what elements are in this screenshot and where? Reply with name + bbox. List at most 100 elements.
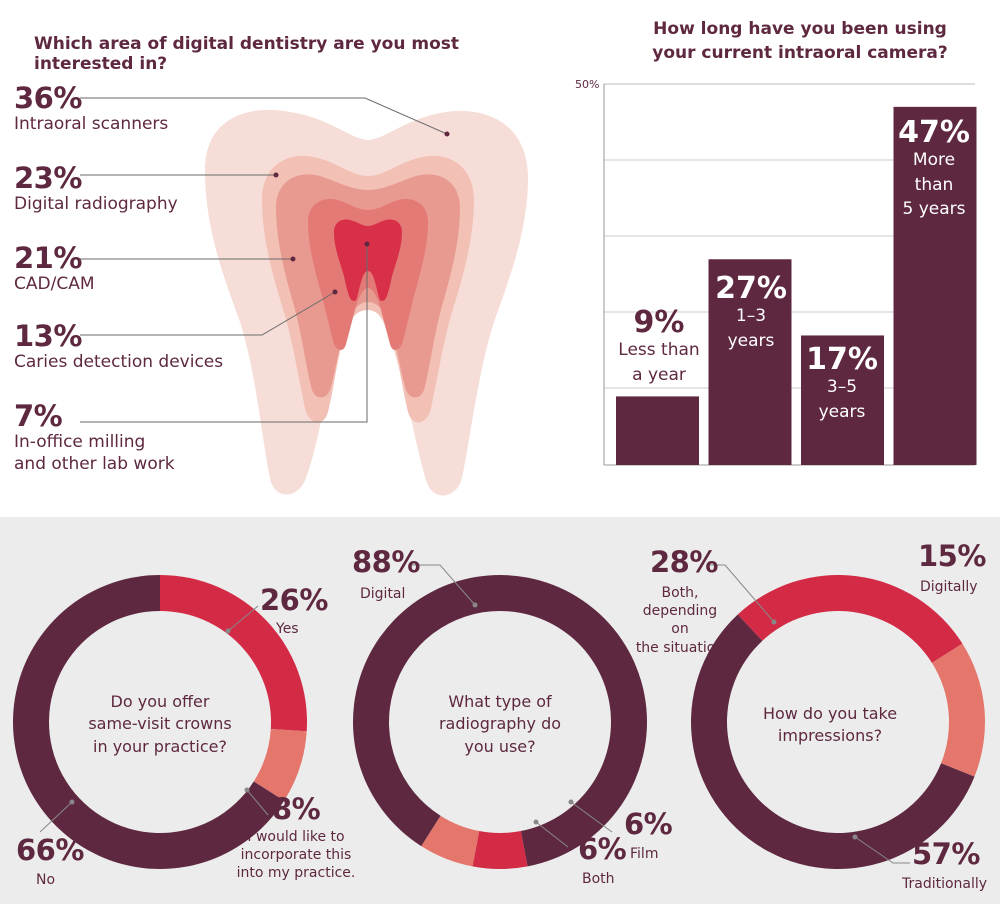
bar-label-less-than-year: 9% Less than a year — [612, 308, 706, 387]
interest-pct: 7% — [14, 399, 63, 433]
interest-label: Caries detection devices — [14, 352, 224, 372]
bar-pct: 17% — [806, 342, 878, 377]
bar-text: 3–5 — [826, 377, 858, 397]
leader-radio-both — [535, 821, 569, 848]
leader-dot — [568, 799, 574, 805]
bar-pct: 9% — [633, 305, 685, 340]
radiography-digital-label: Digital — [360, 586, 406, 602]
leader-impr-both — [710, 564, 775, 623]
interest-item-cadcam: 21% CAD/CAM — [14, 244, 94, 297]
label-line: Both, — [661, 585, 699, 601]
bar-pct: 27% — [715, 271, 787, 306]
impressions-both-label: Both, depending on the situation — [632, 584, 728, 657]
question-line: Do you offer — [110, 692, 210, 711]
label-line: I would like to — [247, 829, 345, 845]
slice-both-situation — [737, 575, 963, 663]
impressions-trad-label: Traditionally — [902, 876, 988, 892]
leader-dot-cadcam — [290, 256, 296, 262]
donut-radiography — [353, 575, 647, 869]
leader-dot — [771, 619, 777, 625]
bar-text: More — [912, 150, 956, 170]
radiography-both-pct: 6% — [578, 832, 627, 866]
radiography-both-label: Both — [582, 871, 615, 887]
camera-title: How long have you been using your curren… — [600, 18, 1000, 66]
impressions-dig-label: Digitally — [920, 579, 978, 595]
leader-line-intraoral — [80, 97, 448, 135]
label-line: the situation — [635, 639, 725, 656]
slice-yes — [160, 575, 307, 732]
interest-label: Intraoral scanners — [14, 114, 169, 134]
crowns-no-pct: 66% — [16, 833, 84, 867]
interest-pct: 21% — [14, 241, 82, 275]
donut-impressions — [691, 575, 985, 869]
leader-crowns-yes — [227, 605, 259, 632]
leader-dot-intraoral — [444, 131, 450, 137]
label-line: into my practice. — [236, 865, 356, 882]
interest-pct: 13% — [14, 319, 82, 353]
leader-line-caries — [80, 291, 336, 336]
interest-label: In-office milling — [14, 432, 146, 452]
y-axis-label: 50% — [575, 78, 600, 91]
bar-text: years — [727, 330, 775, 351]
slice-would-like — [253, 728, 307, 801]
bar-text: than — [914, 174, 954, 195]
tooth-illustration — [80, 97, 528, 496]
interest-label: CAD/CAM — [14, 274, 95, 294]
interest-item-milling: 7% In-office milling and other lab work — [14, 402, 175, 477]
leader-dot — [244, 787, 250, 793]
interest-item-caries: 13% Caries detection devices — [14, 322, 223, 375]
bar-less-than-year — [616, 396, 699, 465]
leader-radio-digital — [410, 564, 476, 606]
crowns-question: Do you offer same-visit crowns in your p… — [80, 691, 240, 758]
question-line: impressions? — [777, 726, 883, 746]
interest-title: Which area of digital dentistry are you … — [34, 34, 459, 74]
impressions-dig-pct: 15% — [918, 539, 986, 573]
question-line: in your practice? — [93, 736, 227, 756]
question-line: How do you take — [762, 704, 898, 723]
leader-crowns-no — [39, 801, 73, 833]
interest-label: and other lab work — [14, 453, 175, 474]
interest-pct: 23% — [14, 161, 82, 195]
donut-crowns — [13, 575, 307, 869]
bar-pct: 47% — [898, 115, 970, 150]
impressions-question: How do you take impressions? — [760, 703, 900, 748]
crowns-yes-label: Yes — [276, 621, 299, 637]
slice-digital-a — [500, 575, 647, 867]
tooth-pulp — [334, 219, 402, 301]
impressions-trad-pct: 57% — [912, 837, 980, 871]
interest-label: Digital radiography — [14, 194, 178, 214]
leader-crowns-like — [246, 789, 269, 816]
leader-dot-caries — [332, 289, 338, 295]
leader-dot-milling — [364, 241, 370, 247]
impressions-both-pct: 28% — [650, 545, 718, 579]
camera-title-line1: How long have you been using — [653, 19, 947, 39]
leader-radio-film — [570, 801, 613, 833]
radiography-digital-pct: 88% — [352, 545, 420, 579]
label-line: depending on — [642, 603, 718, 638]
interest-item-intraoral: 36% Intraoral scanners — [14, 84, 168, 137]
radiography-film-label: Film — [630, 846, 659, 862]
question-line: same-visit crowns — [88, 714, 232, 734]
slice-digital-b — [353, 575, 500, 847]
crowns-like-pct: 8% — [272, 792, 321, 826]
camera-title-line2: your current intraoral camera? — [652, 42, 948, 63]
radiography-question: What type of radiography do you use? — [430, 691, 570, 758]
interest-pct: 36% — [14, 81, 82, 115]
leader-dot — [225, 628, 231, 634]
bar-3-5-years — [801, 335, 884, 465]
leader-dot — [69, 799, 75, 805]
leader-dot — [852, 834, 858, 840]
bar-text: years — [818, 401, 866, 422]
question-line: radiography do — [438, 714, 562, 734]
camera-bar-chart — [603, 83, 977, 466]
bar-text: 1–3 — [735, 306, 767, 326]
leader-impr-trad — [854, 836, 910, 864]
leader-dot — [533, 819, 539, 825]
interest-item-radiography: 23% Digital radiography — [14, 164, 178, 217]
question-line: you use? — [464, 736, 536, 756]
leader-line-milling — [80, 244, 368, 423]
bar-more-than-5-years — [893, 106, 977, 466]
slice-both — [421, 815, 480, 867]
bar-label-1-3-years: 27% 1–3 years — [704, 274, 798, 353]
